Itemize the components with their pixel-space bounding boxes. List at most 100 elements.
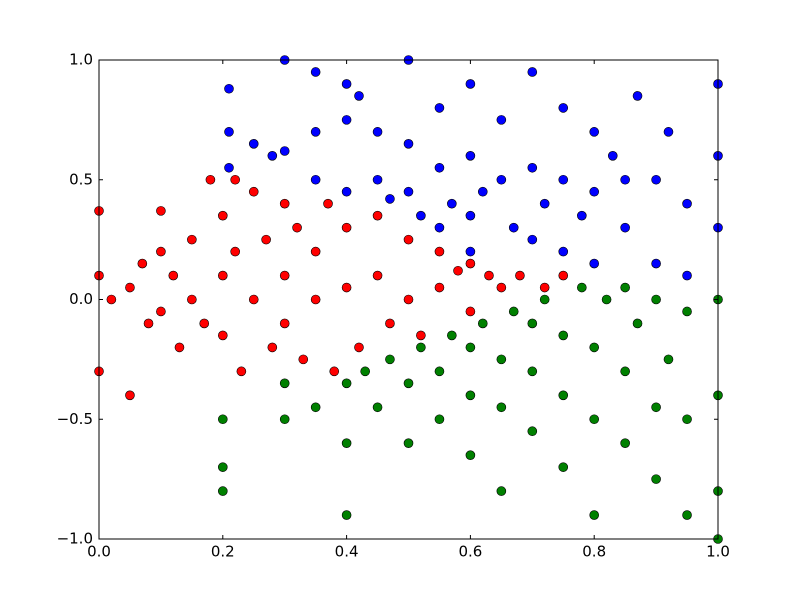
scatter-point (218, 486, 228, 496)
scatter-point (143, 318, 154, 329)
scatter-point (527, 366, 538, 377)
scatter-point (620, 282, 630, 293)
scatter-point (508, 222, 519, 233)
scatter-point (125, 282, 135, 293)
scatter-point (354, 91, 364, 101)
scatter-point (477, 186, 488, 197)
y-tick-label: 0.5 (69, 170, 93, 188)
scatter-point (137, 258, 148, 269)
scatter-point (341, 378, 352, 389)
scatter-point (341, 510, 352, 520)
scatter-point (218, 210, 228, 221)
scatter-point (341, 186, 352, 197)
scatter-point (589, 258, 600, 269)
scatter-point (601, 294, 612, 305)
y-tick-label: −0.5 (57, 410, 93, 428)
scatter-point (187, 294, 197, 305)
scatter-point (558, 390, 569, 401)
x-tick-label: 0.4 (335, 543, 359, 561)
x-tick-label: 0.2 (211, 543, 235, 561)
scatter-point (663, 354, 674, 365)
scatter-point (230, 246, 240, 257)
scatter-point (106, 294, 117, 305)
scatter-point (310, 127, 321, 137)
scatter-point (558, 246, 569, 257)
scatter-point (279, 198, 290, 209)
scatter-point (496, 115, 507, 125)
scatter-point (372, 210, 383, 221)
scatter-point (385, 318, 395, 329)
scatter-point (341, 282, 352, 293)
scatter-point (218, 330, 228, 341)
scatter-point (651, 258, 661, 269)
scatter-point (496, 174, 507, 185)
scatter-point (620, 222, 630, 233)
scatter-point (577, 210, 587, 221)
scatter-point (558, 462, 569, 472)
scatter-point (416, 330, 426, 341)
scatter-point (558, 174, 569, 185)
scatter-point (218, 462, 228, 472)
scatter-point (434, 103, 445, 113)
scatter-point (434, 414, 445, 425)
scatter-point (682, 198, 692, 209)
x-tick-label: 0.6 (458, 543, 482, 561)
scatter-point (465, 246, 476, 257)
scatter-point (416, 342, 426, 353)
scatter-point (125, 390, 135, 401)
scatter-point (465, 151, 476, 161)
y-tick-label: 0.0 (69, 290, 93, 308)
scatter-point (385, 354, 395, 365)
scatter-point (589, 414, 600, 425)
scatter-point (403, 378, 414, 389)
scatter-point (539, 198, 550, 209)
scatter-point (434, 366, 445, 377)
scatter-point (218, 414, 228, 425)
scatter-point (372, 174, 383, 185)
scatter-point (416, 210, 426, 221)
scatter-point (292, 222, 302, 233)
scatter-point (168, 270, 179, 281)
scatter-point (651, 294, 661, 305)
scatter-point (279, 378, 290, 389)
scatter-point (465, 210, 476, 221)
x-tick-label: 1.0 (706, 543, 730, 561)
scatter-point (323, 198, 333, 209)
scatter-point (403, 294, 414, 305)
scatter-point (620, 174, 630, 185)
scatter-point (589, 186, 600, 197)
scatter-point (205, 174, 216, 185)
scatter-point (465, 342, 476, 353)
scatter-point (607, 151, 618, 161)
scatter-point (341, 438, 352, 449)
scatter-point (360, 366, 370, 377)
scatter-point (372, 270, 383, 281)
scatter-point (224, 83, 234, 94)
scatter-point (218, 270, 228, 281)
scatter-point (682, 306, 692, 317)
scatter-point (403, 139, 414, 149)
y-tick-label: −1.0 (57, 530, 93, 548)
scatter-point (620, 438, 630, 449)
scatter-point (174, 342, 185, 353)
scatter-point (248, 294, 259, 305)
scatter-point (341, 115, 352, 125)
scatter-point (465, 450, 476, 460)
scatter-point (310, 174, 321, 185)
scatter-point (496, 486, 507, 496)
scatter-point (341, 222, 352, 233)
scatter-point (651, 474, 661, 484)
scatter-point (589, 342, 600, 353)
scatter-point (279, 414, 290, 425)
scatter-point (329, 366, 340, 377)
scatter-point (403, 438, 414, 449)
scatter-point (279, 146, 290, 156)
scatter-point (279, 318, 290, 329)
y-tick-label: 1.0 (69, 51, 93, 69)
scatter-point (372, 402, 383, 413)
scatter-point (477, 318, 488, 329)
scatter-point (663, 127, 674, 137)
scatter-point (248, 139, 259, 149)
scatter-point (156, 306, 166, 317)
